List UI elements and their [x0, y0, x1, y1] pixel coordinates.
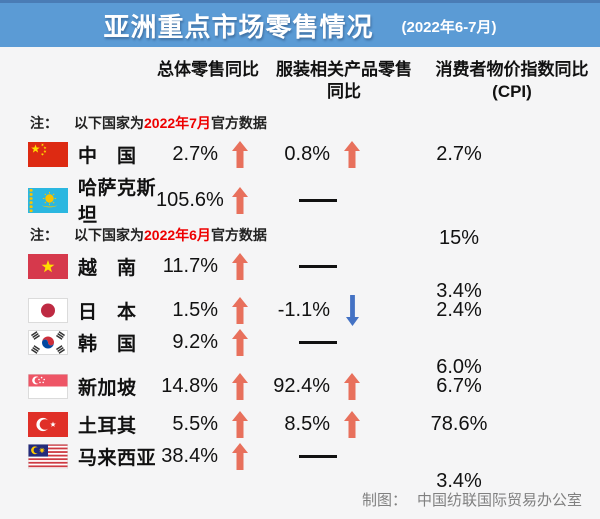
apparel-trend-arrow-icon: [330, 294, 374, 326]
country-row: 中 国 2.7% 0.8% 2.7%: [0, 135, 600, 173]
japan-flag-icon: [28, 297, 68, 323]
overall-retail-value: 14.8%: [161, 374, 218, 397]
turkey-flag-icon: [28, 411, 68, 437]
column-header-apparel-retail: 服装相关产品零售 同比: [276, 60, 412, 102]
country-name: 越 南: [78, 258, 137, 279]
credit-text: 中国纺联国际贸易办公室: [416, 492, 582, 509]
country-name: 哈萨克斯坦: [78, 178, 157, 226]
country-row: 马来西亚 38.4% 3.4%: [0, 443, 600, 492]
overall-retail-value: 5.5%: [172, 412, 218, 435]
vietnam-flag-icon: [28, 254, 68, 279]
note-prefix: 注：: [30, 227, 58, 243]
overall-trend-arrow-icon: [218, 253, 262, 280]
note-suffix: 官方数据: [210, 115, 267, 131]
page-subtitle: (2022年6-7月): [401, 19, 497, 36]
overall-retail-value: 11.7%: [162, 255, 218, 277]
singapore-flag-icon: [28, 373, 68, 399]
apparel-retail-value: 0.8%: [284, 142, 330, 165]
overall-trend-arrow-icon: [218, 410, 262, 438]
market-table: 注： 以下国家为2022年7月官方数据 中 国 2.7% 0.8% 2.7% 哈萨…: [0, 113, 600, 492]
data-period-note: 注： 以下国家为2022年6月官方数据: [30, 225, 600, 245]
no-data-dash: [299, 455, 337, 459]
country-name: 日 本: [78, 301, 137, 323]
note-pre: 以下国家为: [74, 227, 144, 243]
overall-trend-arrow-icon: [218, 296, 262, 324]
cpi-value: 3.4%: [436, 280, 482, 302]
note-period-highlight: 2022年6月: [144, 227, 211, 243]
south-korea-flag-icon: [28, 330, 68, 355]
cpi-value: 6.0%: [436, 356, 482, 378]
cpi-value: 2.4%: [436, 298, 482, 321]
column-headers: 总体零售同比 服装相关产品零售 同比 消费者物价指数同比 (CPI): [0, 59, 600, 107]
country-row: 韩 国 9.2% 6.0%: [0, 329, 600, 378]
note-text: 以下国家为2022年6月官方数据: [74, 227, 267, 243]
kazakhstan-flag-icon: [28, 187, 68, 213]
overall-retail-value: 105.6%: [156, 188, 224, 211]
apparel-retail-value: [262, 189, 374, 212]
apparel-trend-arrow-icon: [330, 372, 374, 400]
no-data-dash: [299, 341, 337, 345]
overall-retail-value: 9.2%: [172, 331, 218, 353]
no-data-dash: [299, 265, 337, 269]
credit-line: 制图： 中国纺联国际贸易办公室: [0, 489, 600, 510]
overall-retail-value: 2.7%: [172, 142, 218, 165]
country-rows-group: 越 南 11.7% 3.4% 日 本 1.5% -1.1% 2.4% 韩 国 9…: [0, 253, 600, 492]
country-name: 韩 国: [78, 334, 137, 355]
cpi-value: 15%: [438, 227, 480, 249]
note-prefix: 注：: [30, 115, 58, 131]
country-row: 哈萨克斯坦 105.6% 15%: [0, 173, 600, 249]
overall-trend-arrow-icon: [218, 140, 262, 168]
note-text: 以下国家为2022年7月官方数据: [74, 115, 267, 131]
column-header-cpi: 消费者物价指数同比 (CPI): [435, 60, 589, 102]
country-rows-group: 中 国 2.7% 0.8% 2.7% 哈萨克斯坦 105.6% 15%: [0, 135, 600, 249]
page-title: 亚洲重点市场零售情况: [103, 11, 374, 42]
note-period-highlight: 2022年7月: [144, 115, 211, 131]
apparel-retail-value: [262, 331, 374, 354]
cpi-value: 2.7%: [436, 142, 482, 165]
country-name: 马来西亚: [78, 448, 157, 469]
overall-retail-value: 38.4%: [161, 445, 218, 467]
country-row: 新加坡 14.8% 92.4% 6.7%: [0, 367, 600, 405]
apparel-retail-value: [262, 255, 374, 278]
no-data-dash: [299, 198, 337, 202]
overall-trend-arrow-icon: [218, 443, 262, 470]
country-name: 土耳其: [78, 415, 137, 437]
apparel-retail-value: -1.1%: [277, 298, 330, 321]
apparel-retail-value: 92.4%: [273, 374, 330, 397]
cpi-value: 78.6%: [430, 412, 488, 435]
overall-trend-arrow-icon: [218, 186, 262, 214]
note-suffix: 官方数据: [210, 227, 267, 243]
country-row: 日 本 1.5% -1.1% 2.4%: [0, 291, 600, 329]
country-row: 土耳其 5.5% 8.5% 78.6%: [0, 405, 600, 443]
overall-retail-value: 1.5%: [172, 298, 218, 321]
country-row: 越 南 11.7% 3.4%: [0, 253, 600, 302]
overall-trend-arrow-icon: [218, 372, 262, 400]
title-banner: 亚洲重点市场零售情况 (2022年6-7月): [0, 0, 600, 47]
data-period-note: 注： 以下国家为2022年7月官方数据: [30, 113, 600, 133]
credit-label: 制图：: [361, 492, 407, 509]
apparel-retail-value: [262, 445, 374, 468]
country-name: 新加坡: [78, 377, 137, 399]
china-flag-icon: [28, 141, 68, 167]
note-pre: 以下国家为: [74, 115, 144, 131]
apparel-trend-arrow-icon: [330, 410, 374, 438]
malaysia-flag-icon: [28, 444, 68, 469]
country-name: 中 国: [78, 145, 137, 167]
cpi-value: 6.7%: [436, 374, 482, 397]
cpi-value: 3.4%: [436, 470, 482, 492]
apparel-trend-arrow-icon: [330, 140, 374, 168]
column-header-overall-retail: 总体零售同比: [157, 60, 259, 79]
overall-trend-arrow-icon: [218, 329, 262, 356]
apparel-retail-value: 8.5%: [284, 412, 330, 435]
